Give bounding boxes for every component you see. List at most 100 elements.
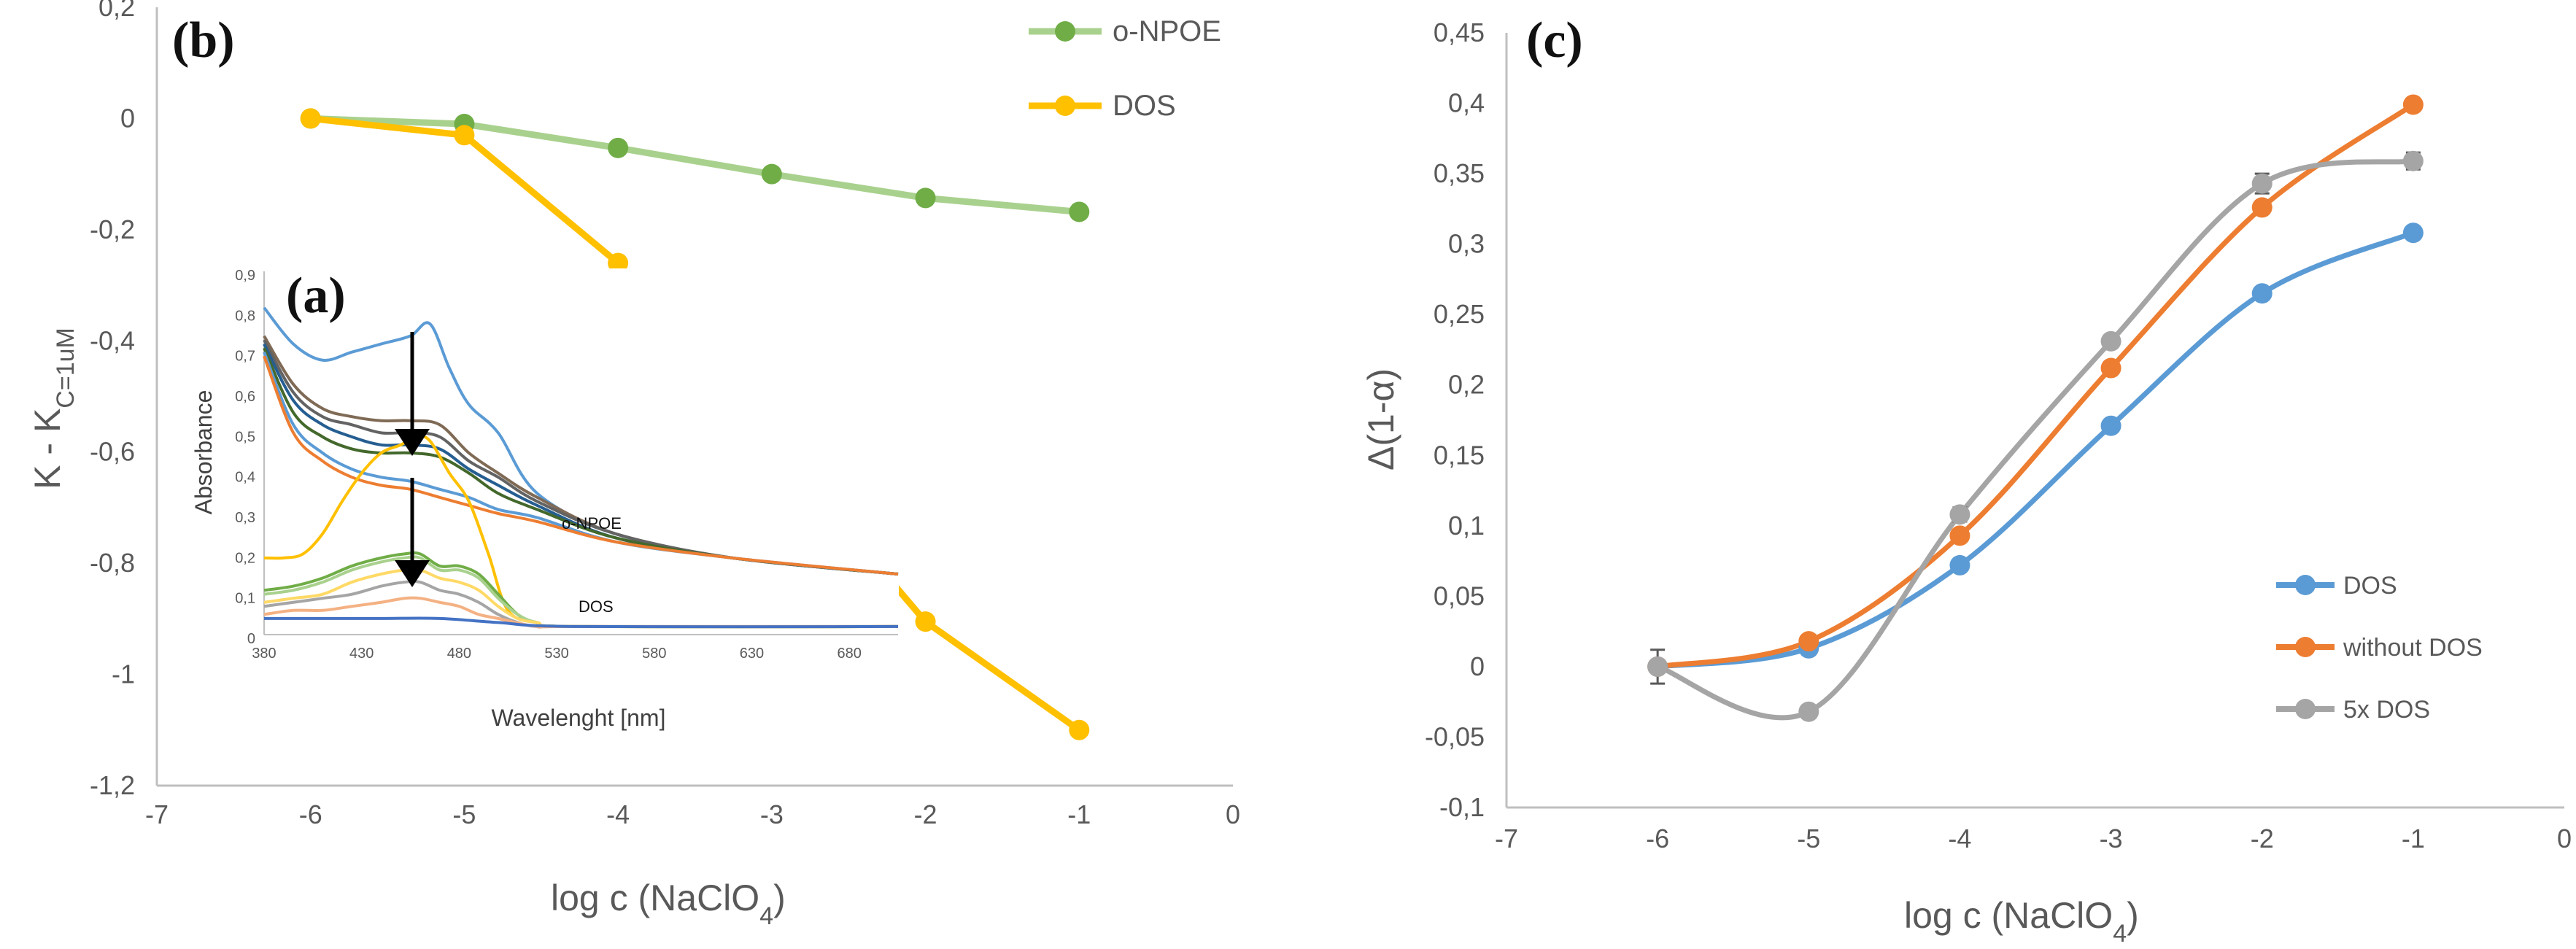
panel-a-y-tick-label: 0,3 (235, 510, 255, 526)
panel-a-y-tick-label: 0,8 (235, 308, 255, 324)
panel-a-x-tick-labels: 380 430 480 530 580 630 680 (252, 646, 862, 662)
panel-c-y-tick-label: -0,1 (1439, 792, 1485, 822)
data-point-o-npoe (761, 163, 782, 185)
panel-a-y-tick-label: 0,5 (235, 429, 255, 445)
data-point-dos (2251, 283, 2273, 304)
panel-b-y-tick-label: 0 (120, 103, 135, 133)
panel-c-y-tick-label: 0,15 (1434, 440, 1485, 470)
panel-a-y-tick-label: 0,4 (235, 470, 255, 486)
data-point-dos (1949, 554, 1970, 576)
legend-item-5x-dos: 5x DOS (2276, 696, 2430, 724)
data-point-o-npoe (1069, 201, 1090, 222)
panel-b-chart: 0,20-0,2-0,4-0,6-0,8-1-1,2 -7 -6 -5 -4 -3 -2-… (27, 0, 1240, 930)
spectrum-o-npoe-7 (263, 355, 899, 576)
panel-a-y-tick-label: 0,2 (235, 550, 255, 566)
legend-marker-dos (1055, 96, 1075, 116)
legend-label-dos: DOS (1113, 90, 1176, 122)
panel-c-y-tick-label: 0,45 (1434, 18, 1485, 47)
panel-c-y-tick-label: 0,2 (1448, 370, 1485, 400)
panel-c-y-tick-label: 0,3 (1448, 229, 1485, 259)
panel-c-x-tick-label: -2 (2251, 824, 2274, 853)
arrow-head-lower (395, 560, 430, 587)
panel-b-x-tick-label: -3 (760, 799, 784, 829)
panel-a-background (264, 268, 899, 648)
panel-a-x-tick-label: 380 (252, 646, 276, 662)
series-line-5x-dos (1656, 158, 2414, 721)
legend-marker-dos (2295, 575, 2316, 595)
panel-c-y-tick-label: -0,05 (1425, 721, 1485, 751)
series-line-o-npoe (310, 115, 1080, 215)
arrow-down-icon (395, 478, 430, 587)
panel-c-legend: DOS without DOS 5x DOS (2276, 572, 2483, 724)
panel-c-y-tick-labels: 0,45 0,4 0,35 0,3 0,25 0,2 0,15 0,1 0,05 0 -0,05 -0… (1425, 18, 1485, 822)
annotation-o-npoe: o-NPOE (562, 514, 622, 532)
data-point-dos (915, 611, 936, 632)
data-point-5x-dos (1949, 504, 1970, 525)
panel-b-x-tick-label: -1 (1067, 799, 1091, 829)
data-point-5x-dos (2402, 150, 2424, 171)
legend-marker-without-dos (2295, 637, 2316, 657)
data-point-without-dos (2251, 197, 2273, 218)
panel-b-x-tick-label: 0 (1226, 799, 1240, 829)
panel-c-x-tick-label: -5 (1797, 824, 1820, 853)
panel-c-y-tick-label: 0,25 (1434, 299, 1485, 329)
panel-c-label: (c) (1526, 12, 1583, 69)
panel-a-x-tick-label: 630 (740, 646, 764, 662)
panel-b-x-tick-label: -2 (914, 799, 937, 829)
data-point-dos (608, 252, 629, 274)
panel-a-y-tick-label: 0,7 (235, 349, 255, 365)
panel-b-x-tick-label: -6 (299, 799, 322, 829)
panel-c-series (1647, 94, 2424, 722)
legend-item-dos: DOS (1029, 90, 1176, 122)
legend-marker-o-npoe (1055, 21, 1075, 42)
legend-label-o-npoe: o-NPOE (1113, 15, 1221, 47)
panel-b-y-tick-label: 0,2 (98, 0, 135, 22)
panel-c-x-axis-title: log c (NaClO4) (1904, 895, 2139, 948)
data-point-dos (1069, 719, 1090, 740)
data-point-o-npoe (915, 187, 936, 209)
panel-b-x-tick-label: -5 (452, 799, 476, 829)
panel-b-y-tick-label: -0,8 (90, 548, 135, 578)
panel-b-x-tick-label: -7 (145, 799, 169, 829)
panel-b-y-tick-label: -0,2 (90, 214, 135, 244)
panel-a-y-axis-title: Absorbance (190, 390, 217, 515)
panel-b-y-tick-label: -0,6 (90, 437, 135, 467)
panel-c-y-tick-label: 0,05 (1434, 581, 1485, 611)
data-point-dos (2402, 222, 2424, 244)
panel-a-x-tick-label: 680 (837, 646, 861, 662)
data-point-dos (454, 125, 475, 146)
data-point-o-npoe (608, 137, 629, 158)
series-line-dos (1657, 230, 2415, 670)
legend-label-without-dos: without DOS (2343, 634, 2483, 662)
annotation-dos: DOS (579, 597, 614, 616)
data-point-dos (300, 108, 321, 129)
panel-a-y-tick-label: 0,9 (235, 268, 255, 284)
data-point-without-dos (2100, 357, 2121, 379)
panel-c-x-tick-label: -1 (2402, 824, 2425, 853)
data-point-without-dos (1798, 631, 1819, 652)
panel-a-y-tick-label: 0,6 (235, 389, 255, 405)
panel-a-series (263, 306, 899, 629)
data-point-without-dos (2402, 94, 2424, 115)
panel-a-x-tick-label: 580 (642, 646, 666, 662)
panel-c-y-tick-label: 0,4 (1448, 88, 1485, 118)
panel-b-label: (b) (172, 12, 235, 69)
legend-label-dos: DOS (2343, 572, 2397, 600)
panel-b-y-tick-label: -1,2 (90, 770, 135, 800)
data-point-without-dos (1949, 525, 1970, 546)
panel-c-y-tick-label: 0,35 (1434, 158, 1485, 188)
panel-c-chart: 0,45 0,4 0,35 0,3 0,25 0,2 0,15 0,1 0,05 0 -0,05 -0… (1361, 12, 2572, 948)
panel-c-x-tick-label: -6 (1646, 824, 1669, 853)
panel-c-x-tick-label: -4 (1948, 824, 1971, 853)
panel-a-x-tick-label: 480 (447, 646, 471, 662)
panel-b-x-axis-title: log c (NaClO4) (551, 878, 786, 930)
panel-b-y-tick-label: -0,4 (90, 325, 135, 355)
panel-b-y-tick-label: -1 (112, 659, 135, 689)
panel-a-y-tick-labels: 0 0,1 0,2 0,3 0,4 0,5 0,6 0,7 0,8 0,9 (235, 268, 255, 647)
panel-c-x-tick-label: -3 (2100, 824, 2123, 853)
legend-marker-5x-dos (2295, 699, 2316, 719)
data-point-5x-dos (2251, 173, 2273, 194)
panel-a-y-tick-label: 0,1 (235, 591, 255, 607)
panel-c-x-tick-labels: -7 -6 -5 -4 -3 -2 -1 0 (1495, 824, 2572, 853)
